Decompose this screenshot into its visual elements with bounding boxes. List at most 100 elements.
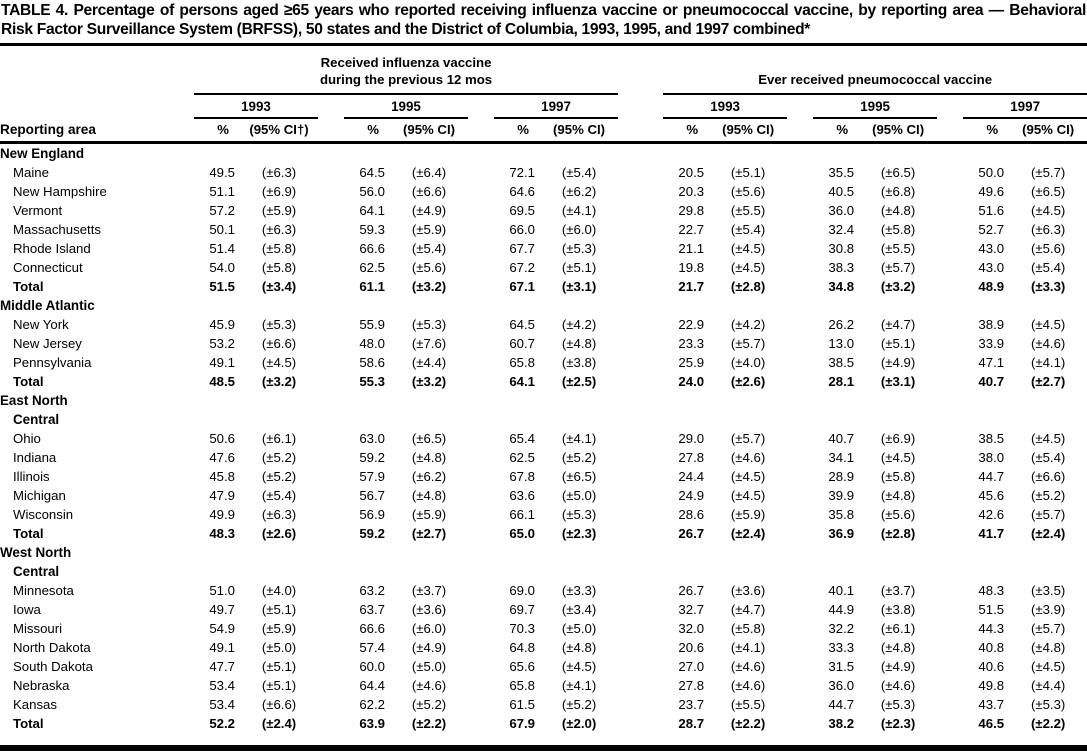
column-gap xyxy=(468,315,494,334)
column-gap xyxy=(937,467,963,486)
percent-cell: 49.6 xyxy=(978,183,1005,199)
percent-cell: 49.8 xyxy=(978,677,1005,693)
ci-cell: (±3.6) xyxy=(411,601,447,617)
ci-cell: (±5.8) xyxy=(880,221,916,237)
ci-cell: (±5.1) xyxy=(730,164,766,180)
ci-cell: (±5.4) xyxy=(261,487,297,503)
percent-cell: 49.5 xyxy=(209,164,235,180)
percent-cell: 65.8 xyxy=(509,354,535,370)
ci-cell: (±3.9) xyxy=(1030,601,1066,617)
column-header-row: Reporting area % (95% CI†) % (95% CI) % … xyxy=(0,117,1087,144)
column-gap xyxy=(787,619,813,638)
column-gap xyxy=(318,524,344,543)
percent-cell: 13.0 xyxy=(828,335,855,351)
percent-cell: 52.7 xyxy=(978,221,1005,237)
percent-cell: 53.2 xyxy=(209,335,235,351)
percent-cell: 30.8 xyxy=(828,240,855,256)
ci-cell: (±6.2) xyxy=(561,183,597,199)
ci-cell: (±2.2) xyxy=(730,715,766,731)
percent-cell: 32.7 xyxy=(678,601,705,617)
percent-cell: 40.7 xyxy=(828,430,855,446)
flu-year-1997: 1997 xyxy=(494,93,619,119)
column-gap xyxy=(468,353,494,372)
ci-cell: (±3.1) xyxy=(880,373,916,389)
column-gap xyxy=(787,714,813,733)
percent-cell: 36.0 xyxy=(828,677,855,693)
ci-cell: (±6.9) xyxy=(880,430,916,446)
percent-header: % xyxy=(813,117,860,144)
ci-cell: (±5.4) xyxy=(730,221,766,237)
table-header: Received influenza vaccine during the pr… xyxy=(0,44,1087,144)
column-gap xyxy=(787,372,813,391)
ci-cell: (±5.7) xyxy=(730,335,766,351)
column-gap xyxy=(618,619,663,638)
column-gap xyxy=(468,505,494,524)
ci-cell: (±6.4) xyxy=(411,164,447,180)
total-row: Total 48.3 (±2.6) 59.2 (±2.7) 65.0 (±2.3) 26.7 (… xyxy=(0,524,1087,543)
percent-cell: 49.1 xyxy=(209,639,235,655)
column-gap xyxy=(318,220,344,239)
row-label: Minnesota xyxy=(13,582,74,598)
ci-cell: (±5.3) xyxy=(880,696,916,712)
percent-cell: 38.3 xyxy=(828,259,855,275)
ci-cell: (±5.2) xyxy=(561,696,597,712)
ci-cell: (±6.6) xyxy=(411,183,447,199)
ci-cell: (±5.7) xyxy=(1030,506,1066,522)
group-header-row: Middle Atlantic xyxy=(0,296,1087,315)
ci-cell: (±5.5) xyxy=(730,202,766,218)
percent-cell: 64.1 xyxy=(359,202,385,218)
percent-cell: 67.8 xyxy=(509,468,535,484)
percent-cell: 66.6 xyxy=(359,240,385,256)
ci-cell: (±6.6) xyxy=(261,696,297,712)
column-gap xyxy=(937,201,963,220)
column-gap xyxy=(468,657,494,676)
column-gap xyxy=(937,220,963,239)
ci-cell: (±5.8) xyxy=(880,468,916,484)
percent-cell: 44.9 xyxy=(828,601,855,617)
percent-cell: 51.5 xyxy=(209,278,235,294)
ci-cell: (±4.5) xyxy=(880,449,916,465)
column-gap xyxy=(318,657,344,676)
column-gap xyxy=(937,182,963,201)
column-gap xyxy=(468,486,494,505)
ci-cell: (±4.5) xyxy=(730,240,766,256)
ci-cell: (±5.3) xyxy=(411,316,447,332)
column-gap xyxy=(468,676,494,695)
table-row: Minnesota 51.0 (±4.0) 63.2 (±3.7) 69.0 (±3.3) 2… xyxy=(0,581,1087,600)
percent-cell: 63.2 xyxy=(359,582,385,598)
column-gap xyxy=(468,182,494,201)
column-gap xyxy=(468,429,494,448)
percent-cell: 28.7 xyxy=(678,715,705,731)
column-gap xyxy=(618,638,663,657)
ci-cell: (±3.8) xyxy=(880,601,916,617)
ci-cell: (±4.5) xyxy=(1030,316,1066,332)
percent-cell: 43.0 xyxy=(978,259,1005,275)
flu-year-1993: 1993 xyxy=(194,93,318,119)
row-label: Nebraska xyxy=(13,677,70,693)
row-label: Connecticut xyxy=(13,259,83,275)
percent-cell: 67.9 xyxy=(509,715,535,731)
column-gap xyxy=(468,201,494,220)
percent-cell: 24.4 xyxy=(678,468,705,484)
percent-cell: 64.6 xyxy=(509,183,535,199)
column-gap xyxy=(787,429,813,448)
column-gap xyxy=(318,182,344,201)
column-gap xyxy=(618,334,663,353)
ci-cell: (±4.8) xyxy=(411,449,447,465)
percent-header: % xyxy=(494,117,540,144)
table-row: Wisconsin 49.9 (±6.3) 56.9 (±5.9) 66.1 (±5.3) 2… xyxy=(0,505,1087,524)
percent-cell: 56.9 xyxy=(359,506,385,522)
ci-cell: (±5.0) xyxy=(261,639,297,655)
column-gap xyxy=(318,505,344,524)
percent-cell: 61.5 xyxy=(509,696,535,712)
ci-cell: (±4.8) xyxy=(411,487,447,503)
ci-cell: (±4.5) xyxy=(1030,202,1066,218)
ci-cell: (±5.3) xyxy=(561,240,597,256)
ci-cell: (±4.5) xyxy=(1030,430,1066,446)
percent-cell: 65.6 xyxy=(509,658,535,674)
percent-cell: 52.2 xyxy=(209,715,235,731)
column-gap xyxy=(787,581,813,600)
column-gap xyxy=(468,372,494,391)
ci-cell: (±4.1) xyxy=(1030,354,1066,370)
table-row: Michigan 47.9 (±5.4) 56.7 (±4.8) 63.6 (±5.0) 24… xyxy=(0,486,1087,505)
